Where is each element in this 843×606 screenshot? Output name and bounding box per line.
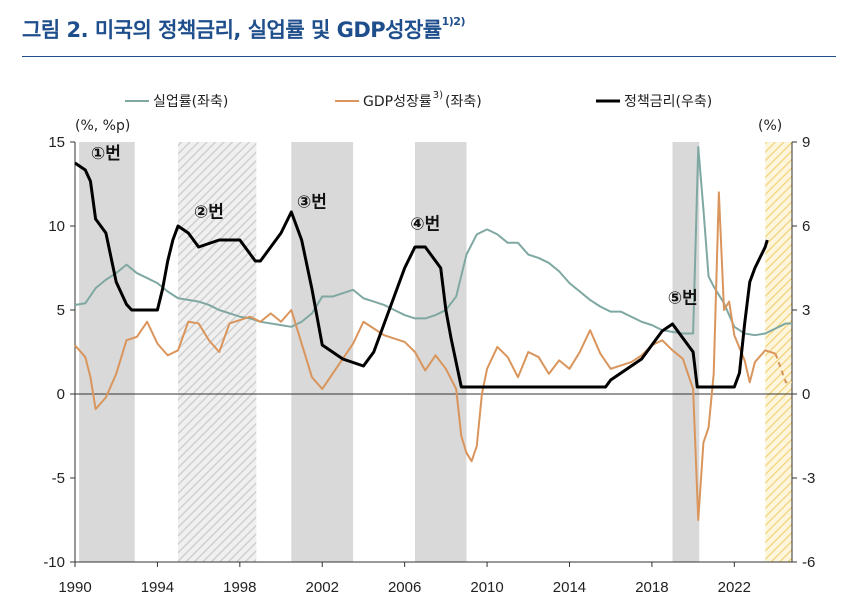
series-line-policy-rate xyxy=(74,161,769,389)
series-line-gdp xyxy=(74,191,776,521)
right-tick-label: 6 xyxy=(802,218,810,235)
left-tick-label: 0 xyxy=(57,386,65,403)
period-annotation: ④번 xyxy=(410,214,440,234)
x-tick-label: 2006 xyxy=(388,579,421,596)
axes: 15 10 5 0 -5 -10 9 6 3 0 -3 -6 1990 1994 1998 2002 2006 2… xyxy=(43,118,815,596)
chart-title-footnote: 1)2) xyxy=(441,15,466,28)
legend-label: 실업률(좌축) xyxy=(153,94,228,110)
right-tick-label: -3 xyxy=(802,470,815,487)
left-axis-unit: (%, %p) xyxy=(75,118,130,134)
left-tick-label: 10 xyxy=(48,218,65,235)
left-tick-label: 5 xyxy=(57,302,65,319)
legend: 실업률(좌축) GDP성장률 3) (좌축) 정책금리(우축) xyxy=(125,90,712,110)
period-annotation: ①번 xyxy=(91,144,121,164)
shaded-period xyxy=(291,142,354,562)
x-tick-label: 2014 xyxy=(553,579,586,596)
period-annotation: ⑤번 xyxy=(668,288,698,308)
x-tick-label: 2010 xyxy=(470,579,503,596)
title-divider xyxy=(22,56,836,57)
legend-label-suffix: (좌축) xyxy=(445,94,482,110)
right-tick-label: 9 xyxy=(802,134,810,151)
legend-footnote: 3) xyxy=(433,90,443,101)
shaded-period xyxy=(672,142,700,562)
x-tick-label: 2002 xyxy=(306,579,339,596)
series-lines xyxy=(74,146,792,521)
period-annotation: ②번 xyxy=(194,203,224,223)
x-tick-label: 1998 xyxy=(223,579,256,596)
x-tick-label: 1994 xyxy=(141,579,174,596)
chart-title: 그림 2. 미국의 정책금리, 실업률 및 GDP성장률1)2) xyxy=(22,14,466,44)
right-axis-unit: (%) xyxy=(758,118,782,134)
series-line-gdp-forecast xyxy=(774,353,792,384)
shaded-period xyxy=(414,142,467,562)
chart-title-text: 그림 2. 미국의 정책금리, 실업률 및 GDP성장률 xyxy=(22,18,442,42)
shaded-period xyxy=(178,142,257,562)
shaded-period xyxy=(79,142,135,562)
left-tick-label: 15 xyxy=(48,134,65,151)
right-tick-label: -6 xyxy=(802,554,815,571)
left-tick-label: -5 xyxy=(52,470,65,487)
recession-shading xyxy=(79,142,792,562)
x-tick-label: 2022 xyxy=(718,579,751,596)
x-tick-label: 1990 xyxy=(58,579,91,596)
right-tick-label: 3 xyxy=(802,302,810,319)
legend-label: 정책금리(우축) xyxy=(624,94,712,110)
period-annotation: ③번 xyxy=(297,193,327,213)
annotations: ①번 ②번 ③번 ④번 ⑤번 xyxy=(91,144,698,308)
left-tick-label: -10 xyxy=(43,554,65,571)
right-tick-label: 0 xyxy=(802,386,810,403)
legend-label: GDP성장률 xyxy=(363,94,432,110)
x-tick-label: 2018 xyxy=(635,579,668,596)
